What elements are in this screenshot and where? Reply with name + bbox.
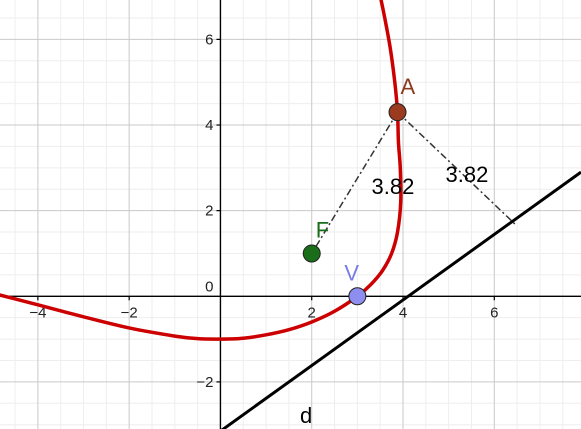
origin-label: 0 <box>205 278 213 295</box>
x-axis-tick-labels: −4 −2 2 4 6 <box>29 304 498 321</box>
directrix-label: d <box>300 403 312 428</box>
point-f-label: F <box>316 217 329 242</box>
point-v[interactable]: V <box>344 260 367 306</box>
y-axis-tick-labels: −2 2 4 6 <box>196 31 213 391</box>
point-a[interactable]: A <box>388 74 416 122</box>
point-f-marker[interactable] <box>302 244 321 263</box>
x-tick-label: 4 <box>399 304 407 321</box>
point-v-label: V <box>344 260 359 285</box>
y-axis-tick-marks <box>216 38 221 383</box>
y-tick-label: 4 <box>205 117 213 134</box>
y-tick-label: 2 <box>205 203 213 220</box>
distance-a-directrix-label: 3.82 <box>446 162 489 187</box>
point-v-marker[interactable] <box>348 287 367 306</box>
point-f[interactable]: F <box>302 217 329 263</box>
point-a-label: A <box>401 74 416 99</box>
y-tick-label: 6 <box>205 31 213 48</box>
point-a-marker[interactable] <box>388 103 407 122</box>
y-tick-label: −2 <box>196 374 213 391</box>
x-tick-label: 6 <box>490 304 498 321</box>
x-tick-label: −4 <box>29 304 46 321</box>
distance-af-label: 3.82 <box>372 174 415 199</box>
segment-a-to-directrix[interactable] <box>397 111 518 227</box>
segment-a-to-f[interactable] <box>311 111 399 254</box>
directrix-line[interactable] <box>220 170 581 429</box>
x-tick-label: 2 <box>308 304 316 321</box>
parabola-curve[interactable] <box>0 0 403 341</box>
x-tick-label: −2 <box>121 304 138 321</box>
